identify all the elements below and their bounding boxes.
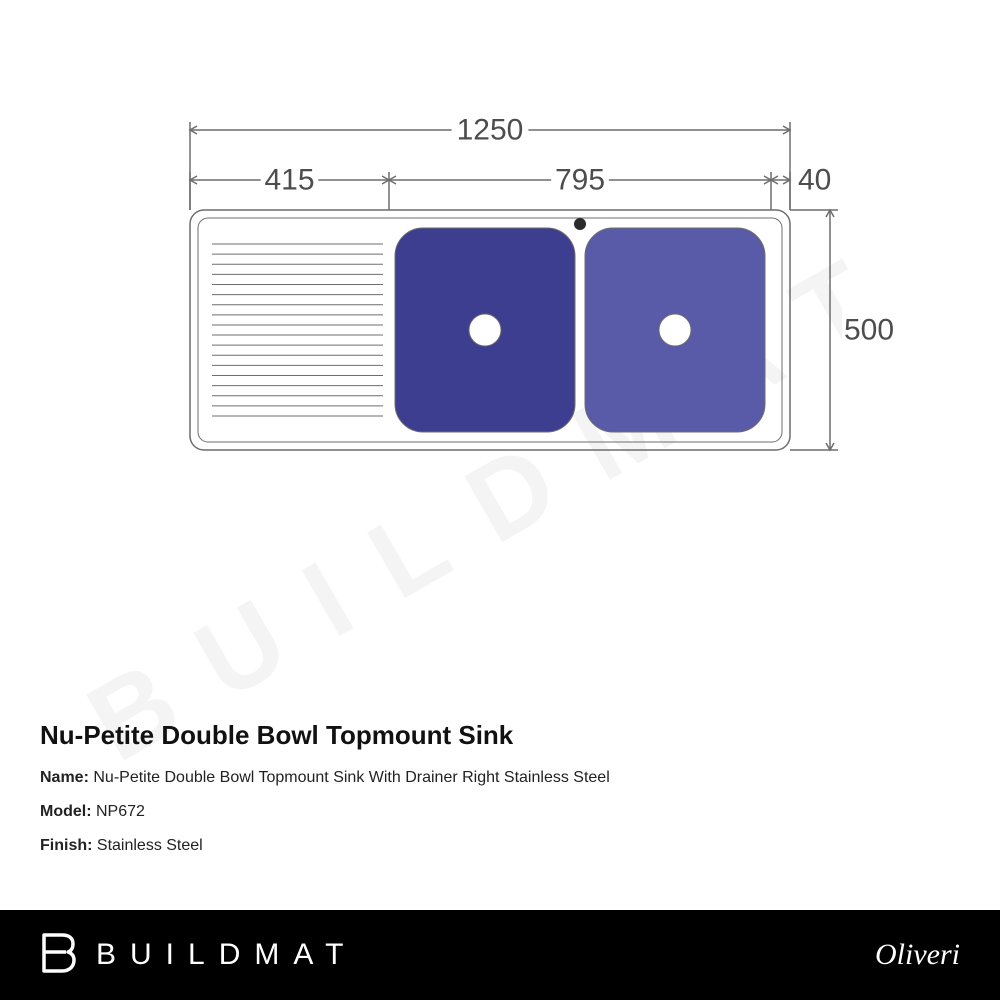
svg-text:415: 415 (264, 164, 314, 197)
model-value: NP672 (96, 803, 145, 820)
product-title: Nu-Petite Double Bowl Topmount Sink (40, 720, 960, 751)
footer-left: BUILDMAT (40, 931, 357, 980)
svg-text:40: 40 (798, 164, 831, 197)
svg-text:1250: 1250 (457, 114, 524, 147)
buildmat-logo-icon (40, 931, 78, 980)
name-label: Name: (40, 769, 89, 786)
product-name-row: Name: Nu-Petite Double Bowl Topmount Sin… (40, 769, 960, 787)
finish-value: Stainless Steel (97, 837, 203, 854)
product-finish-row: Finish: Stainless Steel (40, 837, 960, 855)
model-label: Model: (40, 803, 92, 820)
product-model-row: Model: NP672 (40, 803, 960, 821)
svg-text:795: 795 (555, 164, 605, 197)
product-info: Nu-Petite Double Bowl Topmount Sink Name… (40, 720, 960, 871)
finish-label: Finish: (40, 837, 92, 854)
footer-partner-text: Oliveri (875, 938, 960, 972)
footer-brand-text: BUILDMAT (96, 938, 357, 972)
sink-diagram: 1250 415 795 40 500 (0, 70, 1000, 520)
svg-text:500: 500 (844, 314, 894, 347)
name-value: Nu-Petite Double Bowl Topmount Sink With… (93, 769, 609, 786)
footer-bar: BUILDMAT Oliveri (0, 910, 1000, 1000)
